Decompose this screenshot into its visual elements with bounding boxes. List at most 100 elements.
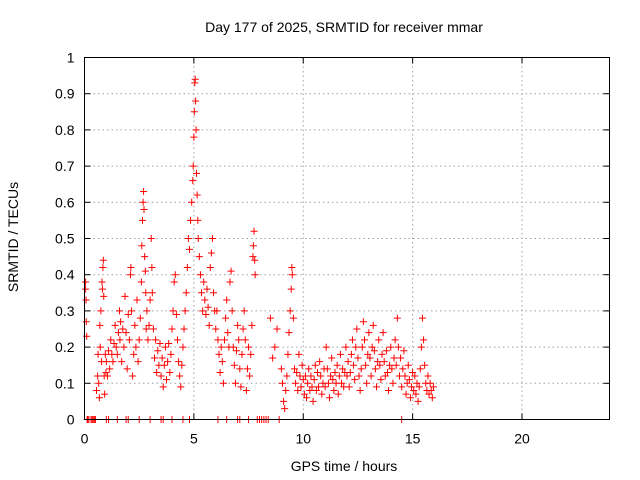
data-point — [146, 296, 154, 304]
data-point — [142, 325, 150, 333]
data-point — [142, 289, 150, 297]
data-point — [213, 307, 221, 315]
data-point — [191, 75, 199, 83]
data-point — [346, 368, 354, 376]
data-point — [375, 336, 383, 344]
data-point — [299, 376, 307, 384]
data-point — [385, 387, 393, 395]
data-point — [251, 256, 259, 264]
data-point — [141, 253, 149, 261]
data-points — [82, 75, 437, 423]
data-point — [245, 343, 253, 351]
data-point — [154, 347, 162, 355]
data-point — [201, 296, 209, 304]
data-point — [303, 394, 311, 402]
data-point — [148, 289, 156, 297]
data-point — [193, 169, 200, 177]
data-point — [118, 358, 126, 366]
data-point — [300, 390, 308, 398]
data-point — [355, 372, 363, 380]
data-point — [221, 336, 228, 344]
data-point — [140, 187, 148, 195]
data-point — [389, 379, 397, 387]
plot-frame — [84, 57, 610, 420]
data-point — [391, 336, 399, 344]
data-point — [347, 350, 355, 358]
data-point — [405, 376, 413, 384]
x-tick-label: 0 — [81, 431, 89, 447]
data-point — [251, 271, 259, 279]
data-point — [281, 405, 289, 413]
data-point — [410, 387, 418, 395]
data-point — [181, 307, 189, 315]
data-point — [359, 318, 367, 326]
data-point — [231, 379, 239, 387]
data-point — [236, 365, 244, 373]
data-point — [96, 343, 104, 351]
x-axis-label: GPS time / hours — [291, 458, 398, 474]
data-point — [310, 376, 318, 384]
data-point — [354, 354, 362, 362]
data-point — [329, 376, 337, 384]
data-point — [100, 292, 108, 300]
data-point — [409, 368, 417, 376]
data-point — [193, 191, 201, 199]
data-point — [374, 358, 382, 366]
data-point — [249, 253, 257, 261]
data-point — [167, 350, 175, 358]
data-point — [171, 271, 179, 279]
data-point — [116, 307, 123, 315]
data-point — [163, 376, 171, 384]
chart-title: Day 177 of 2025, SRMTID for receiver mma… — [205, 19, 483, 35]
data-point — [112, 343, 120, 351]
data-point — [237, 383, 245, 391]
y-tick-label: 0.6 — [55, 194, 75, 210]
data-point — [186, 245, 193, 253]
data-point — [371, 365, 379, 373]
data-point — [246, 372, 254, 380]
data-point — [165, 339, 173, 347]
data-point — [95, 379, 103, 387]
data-point — [367, 372, 375, 380]
data-point — [147, 235, 155, 242]
data-point — [424, 372, 432, 380]
data-point — [218, 358, 226, 366]
data-point — [143, 307, 151, 315]
data-point — [366, 354, 374, 362]
data-point — [307, 372, 315, 380]
data-point — [417, 343, 425, 351]
data-point — [158, 354, 166, 362]
data-point — [168, 325, 176, 333]
data-point — [151, 354, 158, 362]
data-point — [138, 216, 146, 224]
data-point — [421, 361, 429, 369]
data-point — [120, 343, 128, 351]
data-point — [242, 387, 250, 395]
data-point — [177, 383, 185, 391]
data-point — [82, 318, 90, 326]
data-point — [214, 336, 222, 344]
data-point — [357, 365, 365, 373]
data-point — [189, 177, 197, 185]
data-point — [188, 198, 196, 206]
data-point — [222, 314, 230, 322]
data-point — [376, 361, 384, 369]
data-point — [119, 325, 127, 333]
data-point — [194, 235, 202, 242]
data-point — [144, 336, 152, 344]
data-point — [102, 368, 110, 376]
data-point — [198, 289, 206, 297]
data-point — [295, 350, 303, 358]
data-point — [412, 390, 420, 398]
data-point — [234, 321, 242, 329]
data-point — [289, 314, 297, 322]
data-point — [378, 350, 386, 358]
data-point — [269, 354, 277, 362]
data-point — [361, 336, 368, 344]
data-point — [390, 354, 398, 362]
data-point — [304, 379, 312, 387]
data-point — [379, 329, 387, 337]
axis-ticks: 00.10.20.30.40.50.60.70.80.910 5 10 15 20 — [55, 50, 610, 447]
data-point — [328, 354, 336, 362]
data-point — [205, 321, 213, 329]
